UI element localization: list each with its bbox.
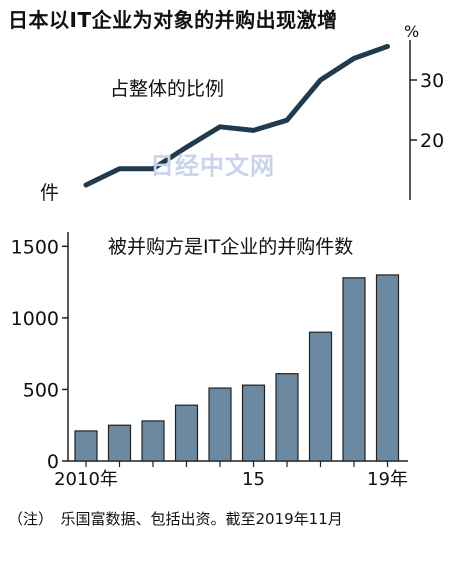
bar bbox=[107, 424, 132, 462]
share-line bbox=[83, 43, 390, 188]
bar bbox=[141, 420, 165, 462]
bar bbox=[308, 331, 333, 462]
bar-y-tick-label: 1000 bbox=[11, 308, 59, 330]
line-y-tick-label: 20 bbox=[420, 130, 444, 152]
bar bbox=[208, 387, 232, 462]
bar-x-tick-label: 2010年 bbox=[54, 469, 118, 490]
bar-y-tick-label: 500 bbox=[23, 379, 59, 401]
bar bbox=[174, 404, 199, 462]
count-unit-label: 件 bbox=[40, 182, 60, 204]
bar-y-tick-label: 1500 bbox=[11, 236, 59, 258]
count-chart-title: 被并购方是IT企业的并购件数 bbox=[108, 236, 354, 258]
percent-unit-label: % bbox=[404, 22, 420, 41]
bar-y-tick-label: 0 bbox=[47, 451, 59, 473]
bar bbox=[241, 384, 266, 462]
bar-x-tick-label: 19年 bbox=[367, 469, 408, 490]
source-note: （注） 乐国富数据、包括出资。截至2019年11月 bbox=[8, 510, 343, 528]
bar bbox=[275, 373, 299, 462]
page-title: 日本以IT企业为对象的并购出现激增 bbox=[8, 8, 338, 32]
bar bbox=[342, 277, 366, 462]
bar-x-tick-label: 15 bbox=[242, 469, 265, 490]
bar bbox=[74, 430, 98, 462]
bar bbox=[375, 274, 400, 462]
line-y-tick-label: 30 bbox=[420, 70, 444, 92]
watermark: 日经中文网 bbox=[150, 152, 275, 180]
share-chart-title: 占整体的比例 bbox=[110, 78, 225, 100]
